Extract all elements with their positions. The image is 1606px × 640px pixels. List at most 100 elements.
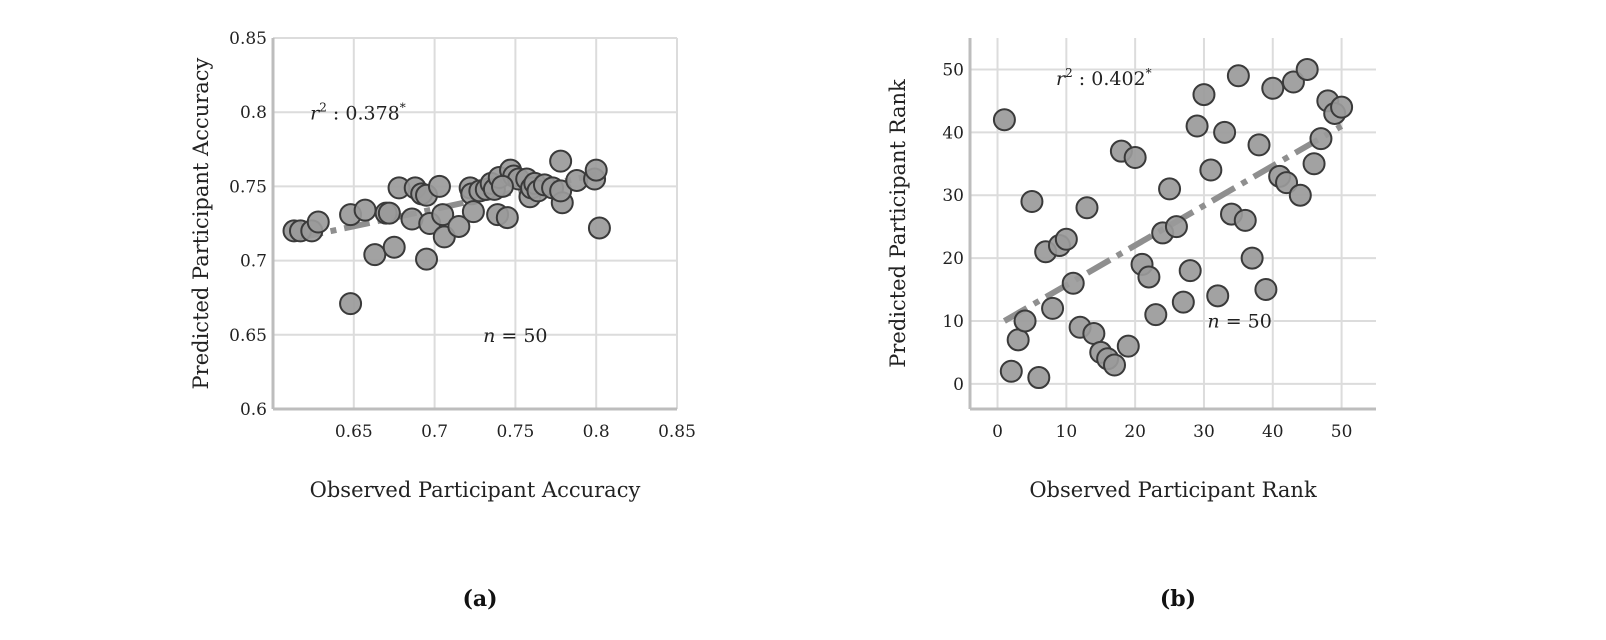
data-point — [1061, 271, 1085, 295]
data-point — [1192, 83, 1216, 107]
x-axis-title: Observed Participant Rank — [1029, 478, 1317, 502]
data-point — [1041, 296, 1065, 320]
r2-superscript: 2 — [1065, 66, 1073, 80]
n-symbol: n — [1207, 310, 1219, 332]
r2-superscript: 2 — [319, 101, 327, 115]
data-point — [1164, 215, 1188, 239]
y-tick-label: 40 — [942, 123, 964, 143]
r2-symbol: r — [1056, 68, 1067, 90]
data-point — [490, 174, 514, 198]
y-tick-label: 0 — [953, 375, 964, 395]
x-tick-label: 50 — [1331, 422, 1353, 442]
data-point — [1206, 284, 1230, 308]
data-point — [1178, 259, 1202, 283]
data-point — [431, 203, 455, 227]
y-tick-label: 0.85 — [229, 29, 267, 49]
data-point — [1288, 183, 1312, 207]
panel-label: (b) — [1160, 586, 1196, 612]
y-tick-label: 0.75 — [229, 177, 267, 197]
data-point — [377, 201, 401, 225]
data-point — [363, 243, 387, 267]
data-point — [1213, 120, 1237, 144]
data-point — [1075, 196, 1099, 220]
data-point — [1082, 322, 1106, 346]
y-tick-label: 20 — [942, 249, 964, 269]
y-tick-label: 10 — [942, 312, 964, 332]
x-tick-label: 0.85 — [658, 422, 696, 442]
y-tick-label: 50 — [942, 60, 964, 80]
data-point — [1020, 189, 1044, 213]
data-point — [447, 214, 471, 238]
data-point — [1199, 158, 1223, 182]
n-value: = 50 — [1220, 310, 1272, 332]
chart-panel-a: 0.65 0.7 0.75 0.8 0.85 0.6 0.65 0.7 0.75 0.8 0.85 r… — [189, 29, 696, 612]
data-point — [1254, 278, 1278, 302]
x-tick-label: 0.65 — [335, 422, 373, 442]
x-tick-label: 0 — [992, 422, 1003, 442]
data-point — [461, 200, 485, 224]
x-tick-label: 20 — [1124, 422, 1146, 442]
data-point — [415, 247, 439, 271]
data-point — [339, 292, 363, 316]
data-point — [1233, 208, 1257, 232]
x-tick-label: 0.7 — [421, 422, 448, 442]
data-point — [549, 179, 573, 203]
r2-significance: * — [1146, 66, 1152, 80]
y-tick-label: 0.65 — [229, 326, 267, 346]
data-point — [549, 149, 573, 173]
data-point — [353, 198, 377, 222]
data-point — [1116, 334, 1140, 358]
data-point — [1103, 353, 1127, 377]
data-point — [1247, 133, 1271, 157]
x-tick-label: 10 — [1056, 422, 1078, 442]
r2-significance: * — [400, 101, 406, 115]
data-point — [382, 235, 406, 259]
x-tick-label: 0.75 — [496, 422, 534, 442]
data-point — [1240, 246, 1264, 270]
n-symbol: n — [483, 325, 495, 347]
r2-symbol: r — [310, 103, 321, 125]
n-annotation: n = 50 — [483, 325, 547, 347]
data-point — [1054, 227, 1078, 251]
y-axis-title: Predicted Participant Accuracy — [189, 57, 213, 389]
r2-value: : 0.378 — [327, 103, 400, 125]
data-point — [1123, 145, 1147, 169]
y-tick-label: 0.6 — [240, 400, 267, 420]
grid — [273, 37, 678, 410]
data-point — [1144, 303, 1168, 327]
data-point — [1261, 76, 1285, 100]
y-tick-label: 0.8 — [240, 103, 267, 123]
x-tick-label: 30 — [1193, 422, 1215, 442]
data-point — [999, 359, 1023, 383]
data-point — [992, 108, 1016, 132]
n-annotation: n = 50 — [1207, 310, 1271, 332]
n-value: = 50 — [495, 325, 547, 347]
y-tick-label: 0.7 — [240, 252, 267, 272]
data-point — [1137, 265, 1161, 289]
data-point — [587, 216, 611, 240]
x-axis-title: Observed Participant Accuracy — [310, 478, 641, 502]
panel-label: (a) — [462, 586, 497, 612]
r2-annotation: r2 : 0.402* — [1056, 66, 1152, 90]
data-point — [306, 210, 330, 234]
chart-panel-b: 0 10 20 30 40 50 0 10 20 30 40 50 r2 : 0.402* n = 50 O… — [886, 38, 1376, 612]
data-point — [1330, 95, 1354, 119]
x-tick-label: 0.8 — [583, 422, 610, 442]
data-point — [1006, 328, 1030, 352]
data-point — [1027, 366, 1051, 390]
r2-value: : 0.402 — [1073, 68, 1146, 90]
x-tick-label: 40 — [1262, 422, 1284, 442]
data-point — [1295, 57, 1319, 81]
data-point — [584, 158, 608, 182]
data-point — [427, 174, 451, 198]
data-point — [1158, 177, 1182, 201]
r2-annotation: r2 : 0.378* — [310, 101, 406, 125]
data-point — [1302, 152, 1326, 176]
data-point — [1171, 290, 1195, 314]
y-axis-title: Predicted Participant Rank — [886, 79, 910, 368]
data-point — [1013, 309, 1037, 333]
data-points — [992, 57, 1354, 390]
data-point — [1309, 127, 1333, 151]
data-points — [282, 149, 611, 316]
